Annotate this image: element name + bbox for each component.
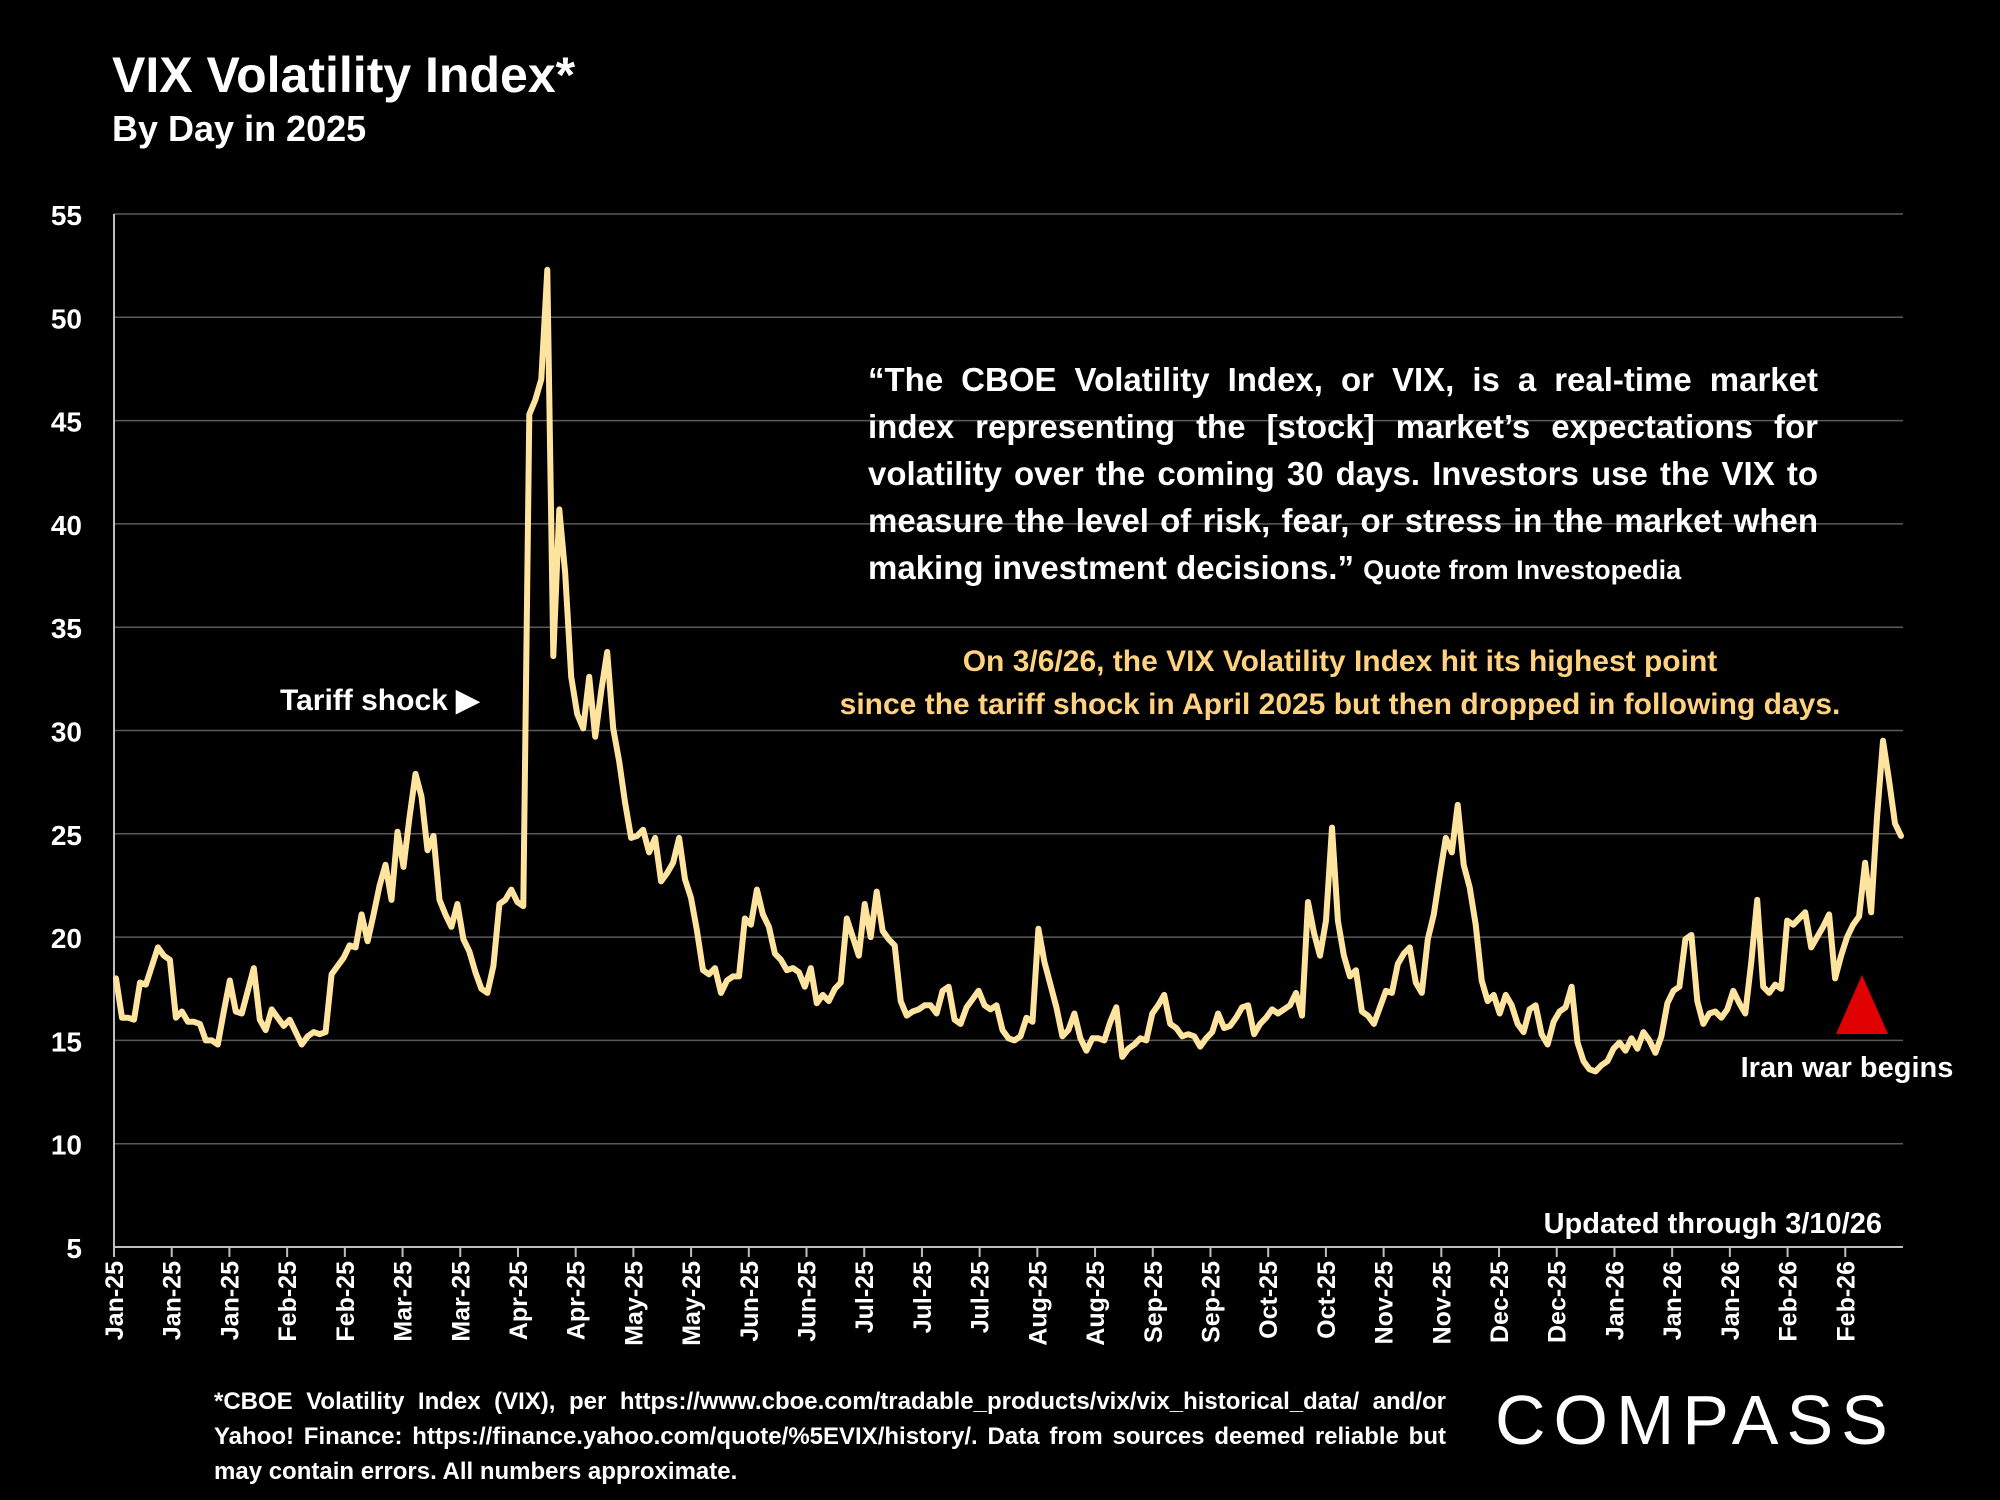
y-tick-label: 25 xyxy=(51,820,82,851)
investopedia-quote: “The CBOE Volatility Index, or VIX, is a… xyxy=(868,356,1818,594)
highlight-line-2: since the tariff shock in April 2025 but… xyxy=(839,688,1841,721)
x-tick-label: Apr-25 xyxy=(563,1261,591,1340)
x-tick-label: Jan-25 xyxy=(159,1261,187,1340)
x-tick-label: Feb-25 xyxy=(332,1261,360,1342)
iran-war-annotation: Iran war begins xyxy=(1741,1052,1954,1084)
x-tick-label: Jun-25 xyxy=(794,1261,822,1342)
x-tick-label: Aug-25 xyxy=(1024,1261,1052,1346)
x-tick-label: Nov-25 xyxy=(1428,1261,1456,1344)
chart-title: VIX Volatility Index* xyxy=(112,47,576,103)
x-tick-label: Feb-26 xyxy=(1775,1261,1803,1342)
vix-series-line xyxy=(113,266,1904,1075)
y-tick-label: 40 xyxy=(51,510,82,541)
highlight-note: On 3/6/26, the VIX Volatility Index hit … xyxy=(760,640,1920,726)
x-tick-label: Sep-25 xyxy=(1197,1261,1225,1343)
x-tick-label: Mar-25 xyxy=(447,1261,475,1342)
grid-lines xyxy=(114,213,1903,1145)
y-tick-label: 45 xyxy=(51,407,82,438)
x-tick-label: Oct-25 xyxy=(1255,1261,1283,1339)
tariff-shock-annotation: Tariff shock ▶ xyxy=(280,684,481,717)
x-tick-label: Jan-25 xyxy=(216,1261,244,1340)
x-tick-label: Sep-25 xyxy=(1140,1261,1168,1343)
x-tick-label: Jan-26 xyxy=(1659,1261,1687,1340)
y-tick-label: 30 xyxy=(51,717,82,748)
x-tick-label: Feb-25 xyxy=(274,1261,302,1342)
x-tick-label: Jun-25 xyxy=(736,1261,764,1342)
y-tick-label: 15 xyxy=(51,1026,82,1057)
y-tick-label: 5 xyxy=(66,1233,82,1264)
x-axis-ticks: Jan-25 Jan-25 Jan-25 Feb-25 Feb-25 Mar-25 Mar-… xyxy=(101,1247,1860,1346)
y-axis-ticks: 5 10 15 20 25 30 35 40 45 50 55 xyxy=(51,200,82,1264)
x-tick-label: Dec-25 xyxy=(1486,1261,1514,1343)
source-footnote: *CBOE Volatility Index (VIX), per https:… xyxy=(214,1388,1446,1485)
axes xyxy=(113,214,1903,1248)
quote-source: Quote from Investopedia xyxy=(1363,555,1682,585)
x-tick-label: Mar-25 xyxy=(390,1261,418,1342)
x-tick-label: May-25 xyxy=(620,1261,648,1346)
x-tick-label: Oct-25 xyxy=(1313,1261,1341,1339)
chart-subtitle: By Day in 2025 xyxy=(112,108,367,149)
x-tick-label: Nov-25 xyxy=(1371,1261,1399,1344)
x-tick-label: Feb-26 xyxy=(1832,1261,1860,1342)
x-tick-label: Jan-25 xyxy=(101,1261,129,1340)
highlight-line-1: On 3/6/26, the VIX Volatility Index hit … xyxy=(962,645,1718,678)
x-tick-label: Jan-26 xyxy=(1601,1261,1629,1340)
iran-war-marker-icon xyxy=(1836,975,1888,1034)
y-tick-label: 10 xyxy=(51,1130,82,1161)
x-tick-label: Jul-25 xyxy=(967,1261,995,1333)
x-tick-label: Dec-25 xyxy=(1544,1261,1572,1343)
x-tick-label: Aug-25 xyxy=(1082,1261,1110,1346)
compass-logo: COMPASS xyxy=(1495,1381,1896,1459)
quote-text: “The CBOE Volatility Index, or VIX, is a… xyxy=(868,361,1818,586)
x-tick-label: Jan-26 xyxy=(1717,1261,1745,1340)
updated-through-label: Updated through 3/10/26 xyxy=(1544,1208,1882,1240)
y-tick-label: 20 xyxy=(51,923,82,954)
x-tick-label: Jul-25 xyxy=(851,1261,879,1333)
y-tick-label: 35 xyxy=(51,613,82,644)
x-tick-label: Jul-25 xyxy=(909,1261,937,1333)
x-tick-label: May-25 xyxy=(678,1261,706,1346)
x-tick-label: Apr-25 xyxy=(505,1261,533,1340)
y-tick-label: 55 xyxy=(51,200,82,231)
y-tick-label: 50 xyxy=(51,303,82,334)
